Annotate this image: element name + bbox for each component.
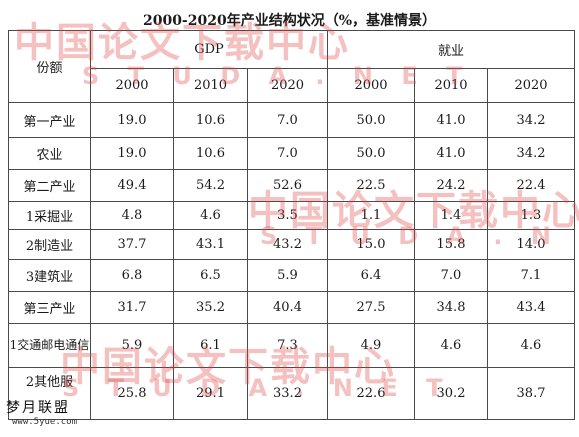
table-cell: 41.0 — [414, 137, 488, 170]
table-cell: 29.1 — [173, 367, 248, 420]
table-row: 1交通邮电通信 5.9 6.1 7.3 4.9 4.6 4.6 — [8, 323, 576, 368]
table-cell: 19.0 — [90, 102, 174, 138]
table-cell: 30.2 — [414, 367, 488, 420]
table-cell: 24.2 — [414, 169, 488, 202]
table-cell: 6.5 — [173, 259, 248, 292]
industry-structure-table: 份额 GDP 就业 2000 2010 2020 2000 2010 2020 … — [8, 30, 576, 420]
table-cell: 25.8 — [90, 367, 174, 420]
table-cell: 43.2 — [247, 229, 328, 260]
row-label: 第三产业 — [8, 291, 91, 324]
table-row: 1采掘业 4.8 4.6 3.5 1.1 1.4 1.3 — [8, 201, 576, 230]
year-header: 2020 — [247, 68, 328, 103]
table-cell: 4.9 — [327, 323, 415, 368]
table-cell: 5.9 — [90, 323, 174, 368]
gdp-group-header: GDP — [90, 30, 328, 69]
table-row: 2制造业 37.7 43.1 43.2 15.0 15.8 14.0 — [8, 229, 576, 260]
table-cell: 37.7 — [90, 229, 174, 260]
row-label: 3建筑业 — [8, 259, 91, 292]
row-label: 第一产业 — [8, 102, 91, 138]
table-cell: 14.0 — [486, 229, 576, 260]
table-row: 3建筑业 6.8 6.5 5.9 6.4 7.0 7.1 — [8, 259, 576, 292]
table-cell: 27.5 — [327, 291, 415, 324]
table-row: 第二产业 49.4 54.2 52.6 22.5 24.2 22.4 — [8, 169, 576, 202]
year-header: 2010 — [414, 68, 488, 103]
row-label: 2其他服 — [8, 367, 91, 420]
table-row: 2其他服 25.8 29.1 33.2 22.6 30.2 38.7 — [8, 367, 576, 420]
header-row-years: 2000 2010 2020 2000 2010 2020 — [9, 68, 576, 103]
table-cell: 35.2 — [173, 291, 248, 324]
table-cell: 49.4 — [90, 169, 174, 202]
row-label: 第二产业 — [8, 169, 91, 202]
table-cell: 10.6 — [173, 137, 248, 170]
table-cell: 41.0 — [414, 102, 488, 138]
row-label-header: 份额 — [8, 30, 91, 103]
year-header: 2020 — [486, 68, 576, 103]
table-cell: 40.4 — [247, 291, 328, 324]
table-cell: 31.7 — [90, 291, 174, 324]
table-cell: 22.4 — [486, 169, 576, 202]
table-cell: 33.2 — [247, 367, 328, 420]
table-cell: 6.4 — [327, 259, 415, 292]
table-cell: 7.0 — [414, 259, 488, 292]
table-row: 第三产业 31.7 35.2 40.4 27.5 34.8 43.4 — [8, 291, 576, 324]
table-cell: 50.0 — [327, 137, 415, 170]
year-header: 2000 — [327, 68, 415, 103]
employment-group-header: 就业 — [326, 30, 576, 69]
row-label: 1交通邮电通信 — [8, 323, 91, 368]
table-cell: 38.7 — [486, 367, 576, 420]
table-cell: 4.6 — [173, 201, 248, 230]
table-cell: 43.4 — [486, 291, 576, 324]
row-label: 农业 — [8, 137, 91, 170]
table-cell: 10.6 — [173, 102, 248, 138]
table-cell: 4.6 — [486, 323, 576, 368]
table-cell: 34.2 — [486, 102, 576, 138]
table-cell: 50.0 — [327, 102, 415, 138]
table-cell: 19.0 — [90, 137, 174, 170]
table-cell: 4.8 — [90, 201, 174, 230]
table-row: 农业 19.0 10.6 7.0 50.0 41.0 34.2 — [8, 137, 576, 170]
year-header: 2000 — [90, 68, 174, 103]
table-cell: 15.8 — [414, 229, 488, 260]
table-cell: 22.5 — [327, 169, 415, 202]
table-cell: 6.8 — [90, 259, 174, 292]
table-cell: 6.1 — [173, 323, 248, 368]
table-cell: 43.1 — [173, 229, 248, 260]
row-label: 2制造业 — [8, 229, 91, 260]
table-cell: 1.3 — [486, 201, 576, 230]
row-label: 1采掘业 — [8, 201, 91, 230]
table-row: 第一产业 19.0 10.6 7.0 50.0 41.0 34.2 — [8, 102, 576, 138]
table-cell: 15.0 — [327, 229, 415, 260]
table-cell: 7.0 — [247, 137, 328, 170]
table-cell: 1.1 — [327, 201, 415, 230]
year-header: 2010 — [173, 68, 248, 103]
table-cell: 34.2 — [486, 137, 576, 170]
table-cell: 5.9 — [247, 259, 328, 292]
table-cell: 54.2 — [173, 169, 248, 202]
table-cell: 22.6 — [327, 367, 415, 420]
table-title: 2000-2020年产业结构状况（%，基准情景） — [142, 13, 437, 29]
table-cell: 4.6 — [414, 323, 488, 368]
table-cell: 7.1 — [486, 259, 576, 292]
table-cell: 1.4 — [414, 201, 488, 230]
table-cell: 7.0 — [247, 102, 328, 138]
table-cell: 34.8 — [414, 291, 488, 324]
table-cell: 3.5 — [247, 201, 328, 230]
header-row-groups: 份额 GDP 就业 — [8, 30, 576, 103]
table-cell: 7.3 — [247, 323, 328, 368]
table-cell: 52.6 — [247, 169, 328, 202]
